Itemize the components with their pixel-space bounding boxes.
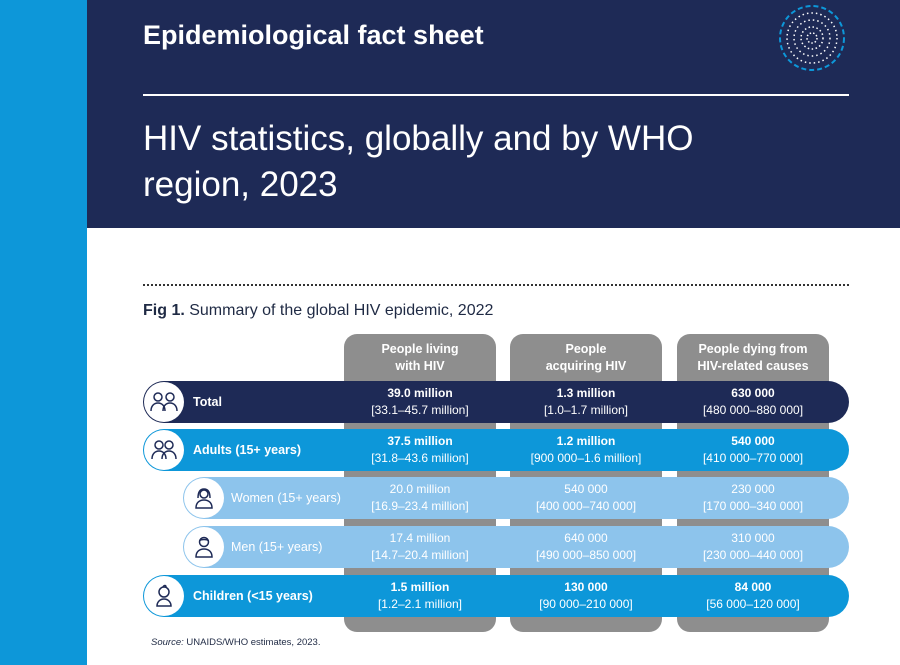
column-header-dying: People dying from HIV-related causes [677,341,829,375]
group-icon [144,382,184,422]
cell-range: [480 000–880 000] [702,403,804,417]
cell-children-dying: 84 000 [56 000–120 000] [677,579,829,613]
source-note: Source: UNAIDS/WHO estimates, 2023. [151,637,320,648]
cell-total-living: 39.0 million [33.1–45.7 million] [344,385,496,419]
dotted-divider [143,284,849,286]
row-women: Women (15+ years) 20.0 million [16.9–23.… [183,477,849,519]
man-icon [184,527,224,567]
page-title: HIV statistics, globally and by WHO regi… [143,119,694,204]
cell-range: [16.9–23.4 million] [371,499,469,513]
figure-title: Fig 1. Summary of the global HIV epidemi… [143,302,493,320]
source-label: Source: [151,637,184,648]
figure-caption: Summary of the global HIV epidemic, 2022 [189,302,494,319]
row-label-total: Total [193,395,222,409]
column-header-acquiring: People acquiring HIV [510,341,662,375]
row-label-adults: Adults (15+ years) [193,443,302,457]
cell-range: [1.0–1.7 million] [543,403,629,417]
cell-estimate: 130 000 [564,580,608,594]
cell-estimate: 17.4 million [389,531,451,545]
cell-estimate: 37.5 million [387,434,453,448]
row-label-women: Women (15+ years) [231,491,341,505]
dotted-circle-logo-icon [779,5,845,71]
cell-estimate: 540 000 [731,434,775,448]
column-header-line: People [565,342,607,356]
cell-women-dying: 230 000 [170 000–340 000] [677,481,829,515]
column-header-line: People dying from [698,342,808,356]
figure-label: Fig 1. [143,302,185,319]
cell-men-dying: 310 000 [230 000–440 000] [677,530,829,564]
cell-adults-acquiring: 1.2 million [900 000–1.6 million] [510,433,662,467]
cell-adults-dying: 540 000 [410 000–770 000] [677,433,829,467]
cell-estimate: 230 000 [731,482,775,496]
row-total: Total 39.0 million [33.1–45.7 million] 1… [143,381,849,423]
woman-icon [184,478,224,518]
adults-icon [144,430,184,470]
cell-range: [56 000–120 000] [706,597,800,611]
row-children: Children (<15 years) 1.5 million [1.2–2.… [143,575,849,617]
cell-range: [410 000–770 000] [702,451,804,465]
row-label-men: Men (15+ years) [231,540,323,554]
cell-estimate: 640 000 [564,531,608,545]
cell-estimate: 1.2 million [556,434,616,448]
left-accent-bar [0,0,87,665]
row-men: Men (15+ years) 17.4 million [14.7–20.4 … [183,526,849,568]
cell-estimate: 84 000 [734,580,772,594]
cell-adults-living: 37.5 million [31.8–43.6 million] [344,433,496,467]
column-header-living: People living with HIV [344,341,496,375]
cell-estimate: 310 000 [731,531,775,545]
cell-women-living: 20.0 million [16.9–23.4 million] [344,481,496,515]
cell-children-acquiring: 130 000 [90 000–210 000] [510,579,662,613]
cell-total-dying: 630 000 [480 000–880 000] [677,385,829,419]
cell-range: [400 000–740 000] [535,499,637,513]
cell-children-living: 1.5 million [1.2–2.1 million] [344,579,496,613]
column-header-line: acquiring HIV [545,359,627,373]
cell-range: [900 000–1.6 million] [530,451,642,465]
row-adults: Adults (15+ years) 37.5 million [31.8–43… [143,429,849,471]
cell-range: [14.7–20.4 million] [371,548,469,562]
cell-range: [170 000–340 000] [702,499,804,513]
cell-men-living: 17.4 million [14.7–20.4 million] [344,530,496,564]
cell-men-acquiring: 640 000 [490 000–850 000] [510,530,662,564]
cell-range: [33.1–45.7 million] [371,403,469,417]
child-icon [144,576,184,616]
cell-range: [90 000–210 000] [539,597,633,611]
column-header-line: HIV-related causes [697,359,809,373]
column-header-line: People living [381,342,459,356]
header-divider [143,94,849,96]
cell-range: [31.8–43.6 million] [371,451,469,465]
row-label-children: Children (<15 years) [193,589,313,603]
cell-estimate: 1.5 million [390,580,450,594]
cell-estimate: 39.0 million [387,386,453,400]
cell-women-acquiring: 540 000 [400 000–740 000] [510,481,662,515]
cell-estimate: 20.0 million [389,482,451,496]
cell-estimate: 1.3 million [556,386,616,400]
header-banner: Epidemiological fact sheet HIV statistic… [87,0,900,228]
cell-estimate: 540 000 [564,482,608,496]
fact-sheet-kicker: Epidemiological fact sheet [143,20,484,50]
cell-range: [230 000–440 000] [702,548,804,562]
cell-total-acquiring: 1.3 million [1.0–1.7 million] [510,385,662,419]
source-text: UNAIDS/WHO estimates, 2023. [183,637,321,648]
cell-range: [1.2–2.1 million] [377,597,463,611]
cell-range: [490 000–850 000] [535,548,637,562]
cell-estimate: 630 000 [731,386,775,400]
column-header-line: with HIV [395,359,445,373]
